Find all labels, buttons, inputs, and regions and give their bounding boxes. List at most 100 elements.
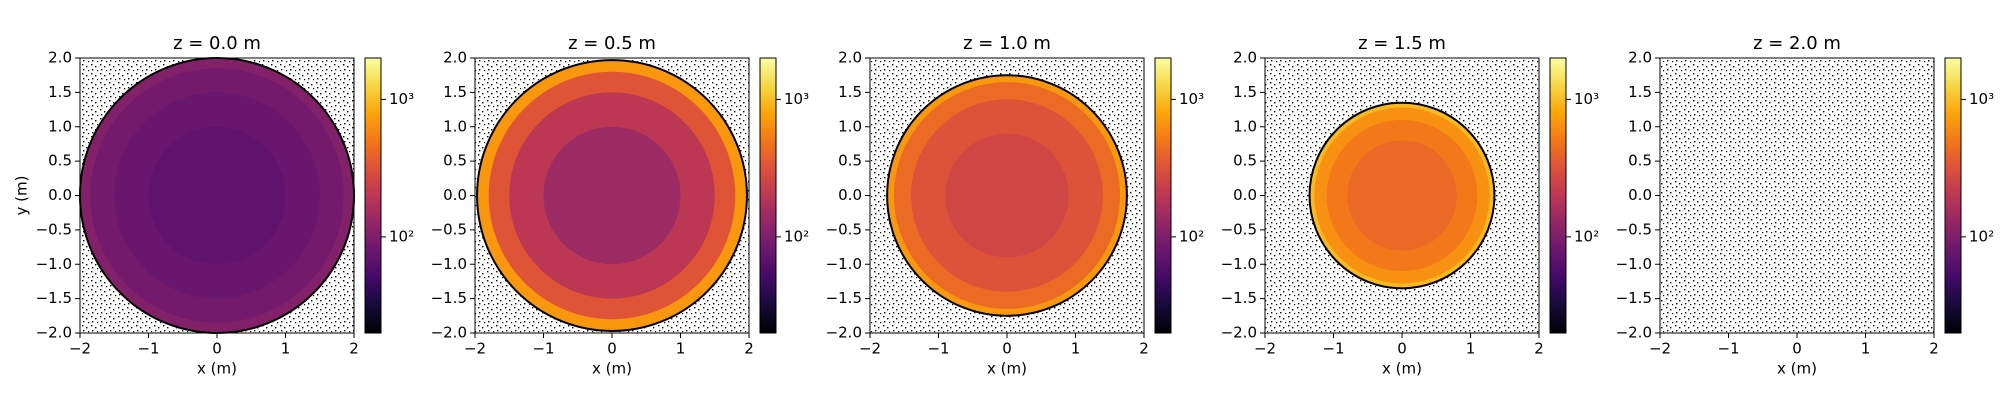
x-tick-label: 0 [212,340,222,358]
colorbar-tick-label: 10³ [1179,90,1204,108]
y-tick-label: 2.0 [443,49,467,67]
chart-title: z = 2.0 m [1753,33,1841,54]
colorbar-tick-label: 10³ [389,90,414,108]
y-tick-label: −2.0 [1616,324,1652,342]
colorbar-tick-label: 10² [784,227,809,245]
x-tick-label: −2 [464,340,486,358]
colorbar [759,57,777,334]
y-tick-label: 0.5 [1233,152,1257,170]
x-tick-label: −1 [1322,340,1344,358]
y-tick-label: −2.0 [1221,324,1257,342]
x-axis-label: x (m) [1382,360,1422,378]
x-tick-label: −1 [1717,340,1739,358]
x-tick-label: 2 [1929,340,1939,358]
colorbar [1549,57,1567,334]
x-tick-label: 2 [1534,340,1544,358]
x-tick-label: 0 [1002,340,1012,358]
x-axis-label: x (m) [1777,360,1817,378]
chart-title: z = 1.0 m [963,33,1051,54]
y-tick-label: −0.5 [1616,220,1652,238]
x-tick-label: −1 [532,340,554,358]
y-tick-label: −0.5 [431,220,467,238]
y-tick-label: 1.0 [443,117,467,135]
y-tick-label: 1.5 [1233,83,1257,101]
y-tick-label: 1.5 [838,83,862,101]
y-tick-label: 0.5 [1628,152,1652,170]
y-tick-label: −2.0 [826,324,862,342]
x-tick-label: 1 [1466,340,1476,358]
y-tick-label: −1.0 [36,255,72,273]
x-tick-label: 2 [744,340,754,358]
y-axis-label: y (m) [13,176,31,216]
colorbar-tick-label: 10³ [1969,90,1994,108]
y-tick-label: 1.5 [443,83,467,101]
y-tick-label: 0.0 [1628,186,1652,204]
x-tick-label: 1 [1071,340,1081,358]
chart-title: z = 0.0 m [173,33,261,54]
x-tick-label: 1 [1861,340,1871,358]
colorbar-tick-label: 10³ [1574,90,1599,108]
colorbar [1154,57,1172,334]
x-tick-label: 0 [1397,340,1407,358]
y-tick-label: 1.5 [48,83,72,101]
y-tick-label: 1.0 [1233,117,1257,135]
colorbar-tick-label: 10² [389,227,414,245]
y-tick-label: −1.0 [431,255,467,273]
colorbar-tick-label: 10² [1179,227,1204,245]
x-axis-label: x (m) [987,360,1027,378]
x-axis-label: x (m) [592,360,632,378]
y-tick-label: −1.0 [826,255,862,273]
y-tick-label: 0.5 [838,152,862,170]
y-tick-label: 1.5 [1628,83,1652,101]
y-tick-label: 0.0 [443,186,467,204]
y-tick-label: −1.0 [1221,255,1257,273]
y-tick-label: 1.0 [1628,117,1652,135]
y-tick-label: −1.0 [1616,255,1652,273]
y-tick-label: 0.5 [48,152,72,170]
chart-title: z = 0.5 m [568,33,656,54]
y-tick-label: −1.5 [1616,289,1652,307]
colorbar [1944,57,1962,334]
radial-ring [1347,140,1457,251]
y-tick-label: 0.0 [838,186,862,204]
y-tick-label: −1.5 [431,289,467,307]
colorbar-tick-label: 10² [1969,227,1994,245]
y-tick-label: 2.0 [1233,49,1257,67]
x-tick-label: 2 [1139,340,1149,358]
x-tick-label: 0 [607,340,617,358]
x-tick-label: −1 [137,340,159,358]
y-tick-label: 1.0 [838,117,862,135]
radial-ring [945,133,1069,258]
x-tick-label: −2 [69,340,91,358]
y-tick-label: −1.5 [36,289,72,307]
y-tick-label: −2.0 [36,324,72,342]
colorbar-tick-label: 10² [1574,227,1599,245]
y-tick-label: 2.0 [48,49,72,67]
x-tick-label: −1 [927,340,949,358]
y-tick-label: 2.0 [838,49,862,67]
y-tick-label: 1.0 [48,117,72,135]
radial-ring [543,126,681,265]
y-tick-label: −0.5 [826,220,862,238]
y-tick-label: −0.5 [1221,220,1257,238]
x-tick-label: −2 [1254,340,1276,358]
y-tick-label: 0.5 [443,152,467,170]
y-tick-label: −1.5 [826,289,862,307]
x-tick-label: −2 [1649,340,1671,358]
x-tick-label: 1 [676,340,686,358]
chart-title: z = 1.5 m [1358,33,1446,54]
x-tick-label: −2 [859,340,881,358]
y-tick-label: −1.5 [1221,289,1257,307]
radial-ring [148,126,286,265]
y-tick-label: 0.0 [1233,186,1257,204]
x-tick-label: 0 [1792,340,1802,358]
colorbar-tick-label: 10³ [784,90,809,108]
y-tick-label: 2.0 [1628,49,1652,67]
x-axis-label: x (m) [197,360,237,378]
colorbar [364,57,382,334]
x-tick-label: 1 [281,340,291,358]
plot-background [1660,58,1934,333]
y-tick-label: −2.0 [431,324,467,342]
y-tick-label: 0.0 [48,186,72,204]
